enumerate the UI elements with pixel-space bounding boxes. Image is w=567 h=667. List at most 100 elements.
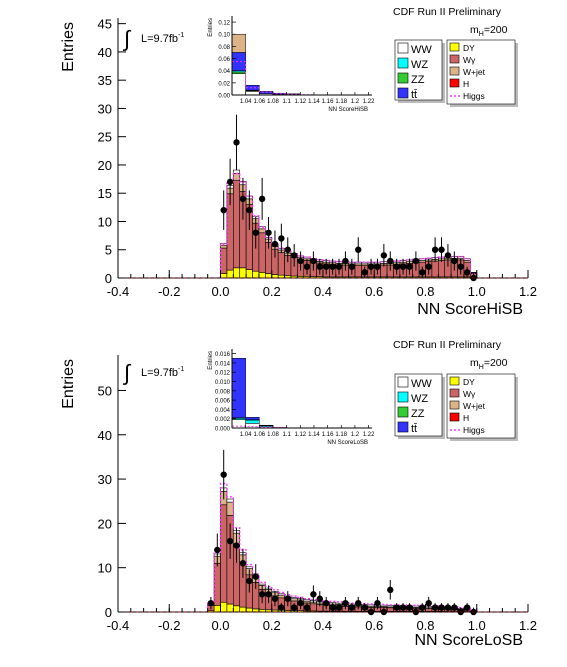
x-tick-label-5: 0.6 (365, 284, 383, 299)
data-point-38 (451, 604, 458, 611)
inset-x-tick-label-6: 1.16 (322, 99, 334, 105)
x-tick-label-0: -0.4 (107, 618, 129, 633)
data-point-0 (220, 206, 227, 214)
data-point-24 (374, 263, 381, 270)
bar-Wg-16 (309, 603, 317, 612)
bar-Wjet-3 (226, 501, 234, 516)
data-point-18 (335, 263, 343, 270)
data-point-15 (303, 604, 311, 611)
data-point-1 (226, 178, 234, 186)
legend-swatch-WW (397, 376, 409, 388)
x-tick-label-1: -0.2 (158, 284, 180, 299)
bar-WW-13 (290, 597, 298, 600)
inset-y-tick-label-8: 0.016 (215, 352, 231, 358)
x-tick-label-2: 0.0 (211, 618, 229, 633)
data-point-6 (246, 577, 253, 585)
x-tick-label-7: 1.0 (468, 284, 486, 299)
inset-y-tick-label-3: 0.06 (218, 57, 230, 63)
bar-Wjet-0 (220, 244, 228, 249)
data-point-37 (457, 263, 464, 270)
bar-Wjet-13 (290, 598, 298, 602)
data-point-22 (361, 269, 368, 276)
bar-WW-38 (463, 258, 471, 261)
legend-label-WW: WW (411, 44, 432, 56)
inset-bar-ZZ-0 (231, 71, 246, 74)
legend-swatch-WZ (397, 57, 409, 69)
data-point-19 (329, 604, 336, 611)
inset-y-tick-label-2: 0.04 (218, 69, 230, 75)
y-tick-label-8: 40 (98, 45, 112, 60)
inset-x-tick-label-3: 1.1 (282, 99, 291, 105)
bar-Wg-6 (258, 232, 266, 273)
data-point-0 (207, 599, 215, 607)
inset-y-axis-label: Entries (208, 351, 214, 370)
legend-label-Wg: Wγ (463, 389, 476, 399)
inset-y-tick-label-3: 0.006 (215, 399, 231, 405)
bar-WW-6 (245, 566, 253, 569)
inset-x-axis-label: NN ScoreHiSB (328, 107, 368, 113)
data-point-12 (297, 257, 304, 265)
data-point-16 (310, 591, 317, 598)
data-point-12 (284, 595, 291, 602)
y-tick-label-4: 40 (98, 428, 112, 443)
bar-Wg-2 (233, 179, 241, 269)
inset-x-tick-label-5: 1.14 (308, 99, 320, 105)
inset-x-tick-label-6: 1.16 (322, 432, 334, 438)
data-point-5 (252, 229, 259, 236)
data-point-11 (278, 604, 285, 611)
data-point-30 (399, 604, 407, 611)
inset-x-tick-label-9: 1.22 (363, 99, 375, 105)
y-tick-label-3: 30 (98, 472, 112, 487)
legend-swatch-WW (397, 42, 409, 54)
legend-swatch-Wg (449, 388, 460, 398)
bar-DY-2 (220, 601, 228, 613)
panel-hisb: -0.4 -0.2 0.0 0.2 0.4 0.6 0.8 1.0 1.2 0 5 10 15 20 25 3… (60, 6, 537, 318)
bar-Wjet-6 (258, 228, 266, 234)
legend-swatch-tt (397, 421, 409, 433)
bar-Wg-1 (226, 193, 234, 271)
inset-y-tick-label-0: 0.000 (215, 427, 231, 433)
inset-y-tick-label-4: 0.08 (218, 45, 230, 51)
inset-bar-WW-0 (231, 419, 246, 429)
bar-WW-37 (457, 256, 465, 259)
signal-curve (219, 172, 478, 278)
y-tick-label-9: 45 (98, 17, 112, 32)
legend-swatch-Wjet (449, 66, 460, 76)
data-point-40 (463, 604, 471, 611)
bar-Wg-34 (438, 260, 446, 278)
legend-swatch-H (449, 78, 460, 88)
x-tick-label-3: 0.2 (263, 284, 281, 299)
data-point-9 (278, 235, 285, 242)
x-tick-label-6: 0.8 (416, 284, 434, 299)
x-axis-label: NN ScoreLoSB (415, 632, 524, 649)
luminosity-label: L=9.7fb-1 (141, 366, 184, 379)
data-point-23 (367, 263, 375, 270)
bar-DY-1 (226, 269, 234, 279)
legend-swatch-tt (397, 87, 409, 99)
inset-x-tick-label-3: 1.1 (282, 432, 291, 438)
inset-x-tick-label-7: 1.18 (335, 432, 347, 438)
data-point-18 (323, 599, 330, 607)
data-point-4 (233, 542, 240, 549)
x-tick-label-8: 1.2 (519, 284, 537, 299)
data-point-24 (361, 604, 368, 611)
data-point-15 (316, 263, 323, 270)
data-point-23 (355, 599, 362, 607)
y-tick-label-1: 5 (105, 243, 112, 258)
y-tick-label-0: 0 (105, 605, 112, 620)
data-point-14 (297, 599, 304, 607)
inset-bar-WW-1 (245, 91, 260, 96)
legend-label-H: H (463, 79, 469, 89)
y-axis-label: Entries (60, 22, 77, 72)
x-tick-label-4: 0.4 (314, 284, 332, 299)
legend-label-ZZ: ZZ (411, 74, 425, 86)
data-point-36 (451, 257, 458, 265)
x-axis-label: NN ScoreHiSB (417, 301, 523, 318)
bar-WW-25 (367, 604, 375, 607)
data-point-31 (419, 269, 426, 276)
legend-label-tt: tt̄ (411, 423, 417, 435)
data-point-1 (214, 546, 221, 554)
inset-bar-tt-1 (245, 417, 260, 420)
legend-label-ZZ: ZZ (411, 408, 425, 420)
legend-label-DY: DY (463, 377, 475, 387)
